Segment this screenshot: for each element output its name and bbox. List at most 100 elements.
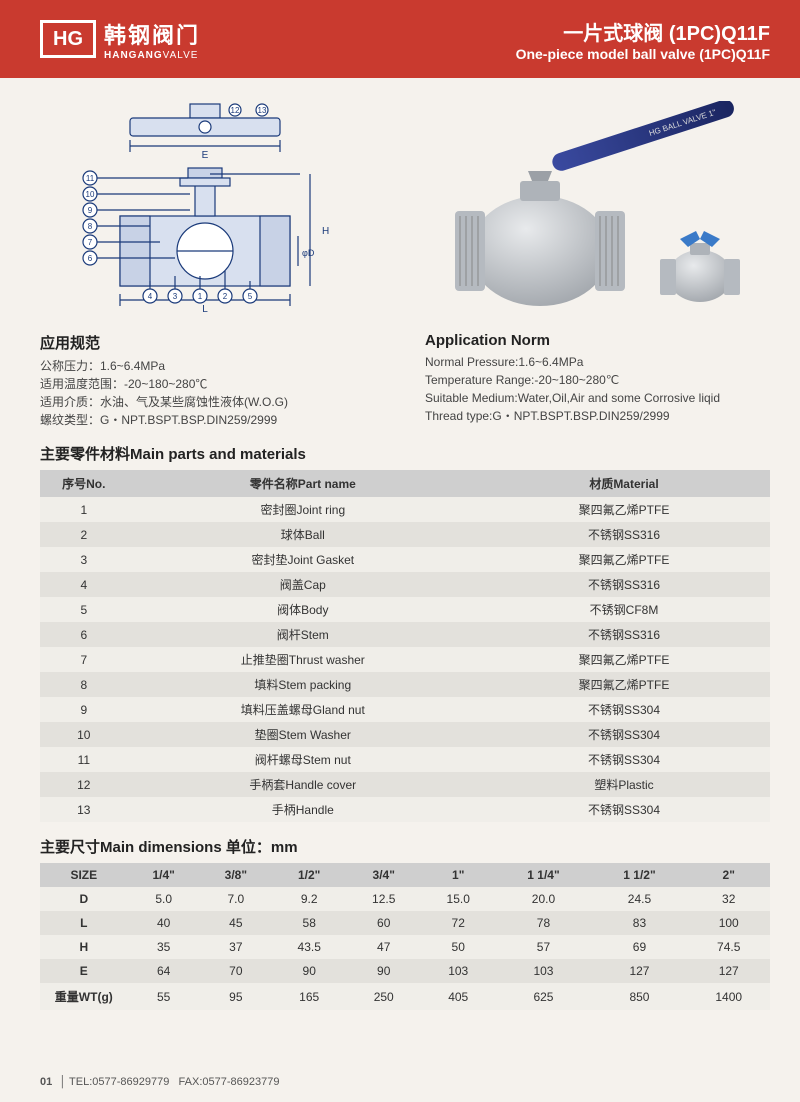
table-row: 4阀盖Cap不锈钢SS316 bbox=[40, 572, 770, 597]
table-cell: 10 bbox=[40, 722, 128, 747]
table-row: L40455860727883100 bbox=[40, 911, 770, 935]
table-cell: 9.2 bbox=[272, 887, 347, 911]
table-cell: 103 bbox=[421, 959, 496, 983]
table-cell: 32 bbox=[687, 887, 770, 911]
application-norms: 应用规范 公称压力：1.6~6.4MPa 适用温度范围：-20~180~280℃… bbox=[40, 332, 770, 429]
svg-text:6: 6 bbox=[88, 254, 93, 263]
table-cell: 45 bbox=[200, 911, 272, 935]
norms-en-line: Thread type:G・NPT.BSPT.BSP.DIN259/2999 bbox=[425, 407, 770, 425]
table-cell: 止推垫圈Thrust washer bbox=[128, 647, 478, 672]
table-cell: 阀盖Cap bbox=[128, 572, 478, 597]
table-cell: 填料Stem packing bbox=[128, 672, 478, 697]
table-cell: 100 bbox=[687, 911, 770, 935]
norms-cn: 应用规范 公称压力：1.6~6.4MPa 适用温度范围：-20~180~280℃… bbox=[40, 332, 385, 429]
parts-section-title: 主要零件材料Main parts and materials bbox=[40, 443, 770, 464]
engineering-diagram: E 1 2 13 bbox=[40, 96, 370, 326]
svg-text:8: 8 bbox=[88, 222, 93, 231]
dimensions-table: SIZE1/4"3/8"1/2"3/4"1"1 1/4"1 1/2"2" D5.… bbox=[40, 863, 770, 1010]
table-cell: 密封圈Joint ring bbox=[128, 497, 478, 522]
table-cell: 7 bbox=[40, 647, 128, 672]
table-row: 9填料压盖螺母Gland nut不锈钢SS304 bbox=[40, 697, 770, 722]
svg-text:E: E bbox=[202, 150, 209, 161]
table-cell: 127 bbox=[687, 959, 770, 983]
table-cell: 850 bbox=[591, 983, 687, 1010]
norms-en-title: Application Norm bbox=[425, 332, 770, 349]
table-cell: 57 bbox=[495, 935, 591, 959]
parts-th-name: 零件名称Part name bbox=[128, 470, 478, 497]
table-cell: 密封垫Joint Gasket bbox=[128, 547, 478, 572]
svg-text:7: 7 bbox=[88, 238, 93, 247]
svg-text:φD: φD bbox=[302, 248, 315, 258]
dims-th: 3/8" bbox=[200, 863, 272, 887]
norms-en-line: Suitable Medium:Water,Oil,Air and some C… bbox=[425, 389, 770, 407]
svg-text:9: 9 bbox=[88, 206, 93, 215]
dims-th: 2" bbox=[687, 863, 770, 887]
table-cell: 60 bbox=[346, 911, 421, 935]
norms-cn-line: 螺纹类型：G・NPT.BSPT.BSP.DIN259/2999 bbox=[40, 411, 385, 429]
table-cell: 74.5 bbox=[687, 935, 770, 959]
table-cell: 聚四氟乙烯PTFE bbox=[478, 672, 770, 697]
logo-mark: HG bbox=[40, 20, 96, 58]
table-row: D5.07.09.212.515.020.024.532 bbox=[40, 887, 770, 911]
table-cell: 阀体Body bbox=[128, 597, 478, 622]
table-row: 7止推垫圈Thrust washer聚四氟乙烯PTFE bbox=[40, 647, 770, 672]
dims-th: 1 1/2" bbox=[591, 863, 687, 887]
table-row: 11阀杆螺母Stem nut不锈钢SS304 bbox=[40, 747, 770, 772]
table-cell: 13 bbox=[40, 797, 128, 822]
table-row: 12手柄套Handle cover塑料Plastic bbox=[40, 772, 770, 797]
table-row: 8填料Stem packing聚四氟乙烯PTFE bbox=[40, 672, 770, 697]
table-row: E64709090103103127127 bbox=[40, 959, 770, 983]
svg-text:2: 2 bbox=[223, 292, 228, 301]
table-cell: 78 bbox=[495, 911, 591, 935]
table-row: H353743.54750576974.5 bbox=[40, 935, 770, 959]
table-cell: 不锈钢SS316 bbox=[478, 622, 770, 647]
table-cell: 手柄Handle bbox=[128, 797, 478, 822]
table-cell: 阀杆Stem bbox=[128, 622, 478, 647]
table-cell: 90 bbox=[272, 959, 347, 983]
dims-th: SIZE bbox=[40, 863, 128, 887]
parts-table: 序号No. 零件名称Part name 材质Material 1密封圈Joint… bbox=[40, 470, 770, 822]
table-cell: 165 bbox=[272, 983, 347, 1010]
fax-value: 0577-86923779 bbox=[202, 1076, 279, 1088]
product-photo: HG BALL VALVE 1" bbox=[390, 96, 770, 326]
table-cell: 70 bbox=[200, 959, 272, 983]
table-row: 2球体Ball不锈钢SS316 bbox=[40, 522, 770, 547]
svg-text:4: 4 bbox=[148, 292, 153, 301]
table-cell: 24.5 bbox=[591, 887, 687, 911]
table-cell: 聚四氟乙烯PTFE bbox=[478, 497, 770, 522]
page-footer: 01 │ TEL:0577-86929779 FAX:0577-86923779 bbox=[40, 1076, 279, 1088]
table-cell: 3 bbox=[40, 547, 128, 572]
parts-th-material: 材质Material bbox=[478, 470, 770, 497]
table-cell: 103 bbox=[495, 959, 591, 983]
table-cell: 阀杆螺母Stem nut bbox=[128, 747, 478, 772]
dims-section-title: 主要尺寸Main dimensions 单位：mm bbox=[40, 836, 770, 857]
table-row: 1密封圈Joint ring聚四氟乙烯PTFE bbox=[40, 497, 770, 522]
dims-th: 1 1/4" bbox=[495, 863, 591, 887]
dims-th: 1/2" bbox=[272, 863, 347, 887]
page-number: 01 bbox=[40, 1076, 52, 1088]
svg-text:3: 3 bbox=[173, 292, 178, 301]
table-cell: 64 bbox=[128, 959, 200, 983]
table-cell: 重量WT(g) bbox=[40, 983, 128, 1010]
table-cell: 72 bbox=[421, 911, 496, 935]
table-cell: 5 bbox=[40, 597, 128, 622]
table-cell: 球体Ball bbox=[128, 522, 478, 547]
norms-cn-line: 公称压力：1.6~6.4MPa bbox=[40, 357, 385, 375]
divider: │ bbox=[59, 1076, 66, 1088]
table-cell: 90 bbox=[346, 959, 421, 983]
table-cell: 20.0 bbox=[495, 887, 591, 911]
table-cell: 11 bbox=[40, 747, 128, 772]
table-cell: 69 bbox=[591, 935, 687, 959]
table-cell: 405 bbox=[421, 983, 496, 1010]
table-cell: 9 bbox=[40, 697, 128, 722]
table-cell: 12 bbox=[40, 772, 128, 797]
fax-label: FAX: bbox=[179, 1076, 203, 1088]
table-cell: 43.5 bbox=[272, 935, 347, 959]
table-cell: 不锈钢SS304 bbox=[478, 797, 770, 822]
title-en: One-piece model ball valve (1PC)Q11F bbox=[516, 46, 770, 62]
svg-text:13: 13 bbox=[258, 106, 267, 115]
table-cell: 40 bbox=[128, 911, 200, 935]
dims-th: 3/4" bbox=[346, 863, 421, 887]
svg-text:1: 1 bbox=[198, 292, 203, 301]
dims-th: 1" bbox=[421, 863, 496, 887]
